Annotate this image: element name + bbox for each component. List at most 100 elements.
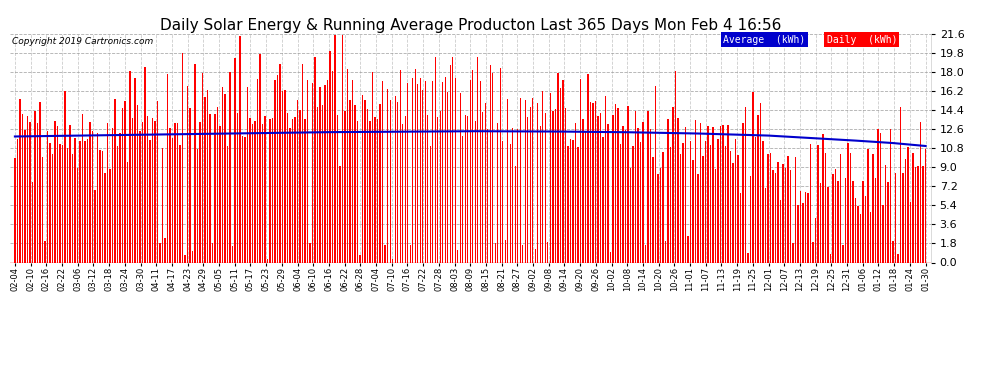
Bar (87, 139, 88, 262)
Bar (169, 128, 170, 262)
Bar (359, 255, 360, 262)
Bar (77, 168, 78, 262)
Bar (857, 206, 858, 262)
Bar (140, 131, 141, 262)
Bar (22, 114, 23, 262)
Bar (754, 137, 756, 262)
Bar (682, 143, 684, 262)
Bar (274, 80, 276, 262)
Bar (752, 92, 753, 262)
Bar (728, 124, 729, 262)
Bar (875, 178, 876, 262)
Bar (490, 65, 491, 262)
Bar (502, 141, 504, 262)
Bar (862, 181, 863, 262)
Bar (823, 134, 824, 262)
Bar (517, 129, 519, 262)
Bar (310, 243, 311, 262)
Bar (51, 154, 53, 262)
Bar (562, 80, 563, 262)
Bar (332, 71, 334, 262)
Bar (159, 243, 160, 262)
Bar (772, 170, 773, 262)
Bar (687, 236, 689, 262)
Bar (482, 112, 483, 262)
Bar (885, 165, 886, 262)
Bar (712, 127, 714, 262)
Bar (659, 168, 661, 262)
Bar (500, 68, 501, 262)
Bar (654, 86, 656, 262)
Bar (487, 129, 488, 262)
Bar (161, 148, 163, 262)
Bar (605, 96, 606, 262)
Bar (767, 154, 768, 262)
Bar (405, 116, 406, 262)
Bar (720, 126, 721, 262)
Bar (227, 146, 229, 262)
Bar (633, 146, 634, 262)
Bar (445, 77, 446, 262)
Bar (567, 146, 568, 262)
Bar (892, 241, 894, 262)
Bar (813, 242, 814, 262)
Bar (389, 100, 391, 262)
Bar (384, 245, 386, 262)
Bar (330, 51, 331, 262)
Bar (354, 105, 355, 262)
Bar (782, 164, 784, 262)
Bar (364, 100, 366, 262)
Bar (525, 100, 526, 262)
Bar (402, 124, 403, 262)
Text: Daily  (kWh): Daily (kWh) (827, 35, 897, 45)
Bar (82, 114, 83, 262)
Bar (245, 136, 246, 262)
Bar (667, 119, 668, 262)
Bar (527, 117, 529, 262)
Bar (872, 154, 874, 262)
Bar (790, 171, 791, 262)
Bar (307, 80, 308, 262)
Bar (815, 218, 816, 262)
Bar (572, 140, 573, 262)
Bar (842, 246, 843, 262)
Bar (742, 123, 743, 262)
Text: Average  (kWh): Average (kWh) (724, 35, 806, 45)
Bar (272, 118, 273, 262)
Bar (497, 123, 498, 262)
Title: Daily Solar Energy & Running Average Producton Last 365 Days Mon Feb 4 16:56: Daily Solar Energy & Running Average Pro… (159, 18, 781, 33)
Bar (792, 243, 794, 262)
Bar (549, 93, 551, 262)
Bar (259, 54, 260, 262)
Bar (432, 81, 434, 262)
Bar (320, 87, 321, 262)
Bar (317, 107, 319, 262)
Bar (807, 193, 809, 262)
Bar (635, 111, 636, 262)
Bar (795, 157, 796, 262)
Bar (35, 111, 36, 262)
Bar (299, 110, 301, 262)
Bar (232, 246, 234, 262)
Bar (71, 153, 73, 262)
Bar (762, 141, 763, 262)
Bar (723, 125, 724, 262)
Bar (515, 166, 516, 262)
Bar (374, 117, 376, 262)
Bar (507, 99, 509, 262)
Bar (717, 139, 719, 262)
Text: Copyright 2019 Cartronics.com: Copyright 2019 Cartronics.com (12, 37, 153, 46)
Bar (647, 111, 648, 262)
Bar (700, 123, 701, 262)
Bar (99, 150, 101, 262)
Bar (184, 255, 186, 262)
Bar (102, 151, 103, 262)
Bar (325, 84, 326, 262)
Bar (474, 121, 476, 262)
Bar (512, 128, 514, 262)
Bar (905, 159, 906, 262)
Bar (297, 100, 298, 262)
Bar (315, 57, 316, 262)
Bar (254, 121, 255, 262)
Bar (212, 243, 213, 262)
